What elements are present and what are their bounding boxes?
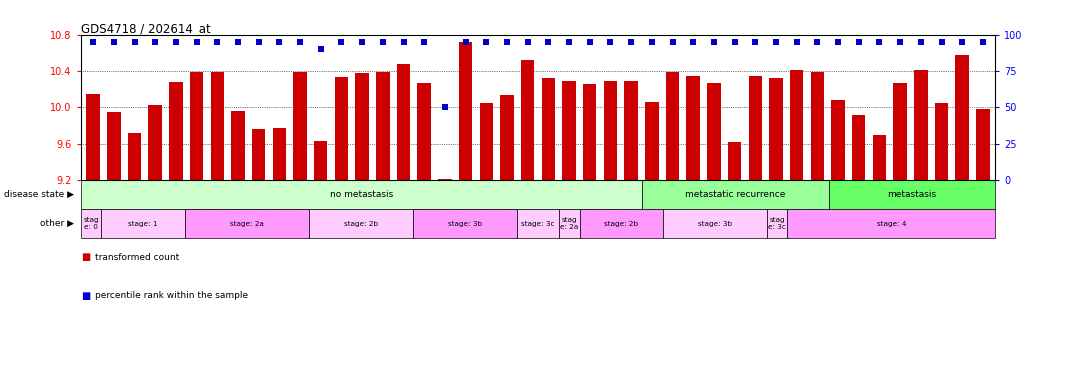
Bar xyxy=(86,94,100,180)
Bar xyxy=(417,83,430,180)
Text: stage: 1: stage: 1 xyxy=(128,220,158,227)
Bar xyxy=(294,72,307,180)
Bar xyxy=(355,73,369,180)
Text: metastatic recurrence: metastatic recurrence xyxy=(685,190,785,199)
Text: stage: 2b: stage: 2b xyxy=(344,220,379,227)
Bar xyxy=(81,180,642,209)
Text: no metastasis: no metastasis xyxy=(329,190,393,199)
Bar xyxy=(458,42,472,180)
Bar xyxy=(790,70,804,180)
Text: stage: 3b: stage: 3b xyxy=(449,220,482,227)
Bar xyxy=(955,55,968,180)
Bar xyxy=(500,94,513,180)
Bar xyxy=(915,70,928,180)
Bar xyxy=(893,83,907,180)
Text: stage: 3b: stage: 3b xyxy=(697,220,732,227)
Bar xyxy=(666,72,679,180)
Bar xyxy=(646,102,659,180)
Bar xyxy=(642,180,829,209)
Text: other ▶: other ▶ xyxy=(41,219,74,228)
Text: stage: 2b: stage: 2b xyxy=(604,220,638,227)
Bar xyxy=(413,209,518,238)
Bar xyxy=(766,209,788,238)
Bar xyxy=(558,209,580,238)
Bar xyxy=(335,77,349,180)
Bar xyxy=(604,81,618,180)
Text: stage: 4: stage: 4 xyxy=(877,220,906,227)
Bar xyxy=(521,60,535,180)
Text: metastasis: metastasis xyxy=(888,190,937,199)
Bar xyxy=(832,100,845,180)
Text: stag
e: 3c: stag e: 3c xyxy=(768,217,785,230)
Bar xyxy=(128,133,141,180)
Bar xyxy=(81,209,101,238)
Bar xyxy=(211,72,224,180)
Bar xyxy=(829,180,995,209)
Bar xyxy=(663,209,766,238)
Bar xyxy=(852,114,865,180)
Text: ■: ■ xyxy=(81,291,90,301)
Bar xyxy=(189,72,203,180)
Bar xyxy=(252,129,266,180)
Bar xyxy=(686,76,699,180)
Text: stag
e: 0: stag e: 0 xyxy=(83,217,99,230)
Bar xyxy=(976,109,990,180)
Bar xyxy=(810,72,824,180)
Bar xyxy=(101,209,185,238)
Bar xyxy=(707,83,721,180)
Text: ■: ■ xyxy=(81,252,90,262)
Bar xyxy=(769,78,782,180)
Bar xyxy=(108,112,121,180)
Bar xyxy=(624,81,638,180)
Bar xyxy=(148,106,161,180)
Bar xyxy=(169,82,183,180)
Bar xyxy=(185,209,310,238)
Text: disease state ▶: disease state ▶ xyxy=(4,190,74,199)
Text: stage: 2a: stage: 2a xyxy=(230,220,264,227)
Bar xyxy=(583,84,596,180)
Bar xyxy=(749,76,762,180)
Bar xyxy=(518,209,558,238)
Text: GDS4718 / 202614_at: GDS4718 / 202614_at xyxy=(81,22,211,35)
Bar xyxy=(231,111,244,180)
Bar xyxy=(873,136,887,180)
Bar xyxy=(727,142,741,180)
Bar xyxy=(377,72,390,180)
Text: stag
e: 2a: stag e: 2a xyxy=(560,217,578,230)
Bar xyxy=(580,209,663,238)
Bar xyxy=(788,209,995,238)
Bar xyxy=(935,103,948,180)
Text: percentile rank within the sample: percentile rank within the sample xyxy=(95,291,247,300)
Bar xyxy=(397,64,410,180)
Bar xyxy=(480,103,493,180)
Bar xyxy=(272,128,286,180)
Bar xyxy=(314,141,327,180)
Text: stage: 3c: stage: 3c xyxy=(521,220,555,227)
Bar xyxy=(310,209,413,238)
Bar xyxy=(438,179,452,180)
Text: transformed count: transformed count xyxy=(95,253,179,262)
Bar xyxy=(541,78,555,180)
Bar xyxy=(563,81,576,180)
